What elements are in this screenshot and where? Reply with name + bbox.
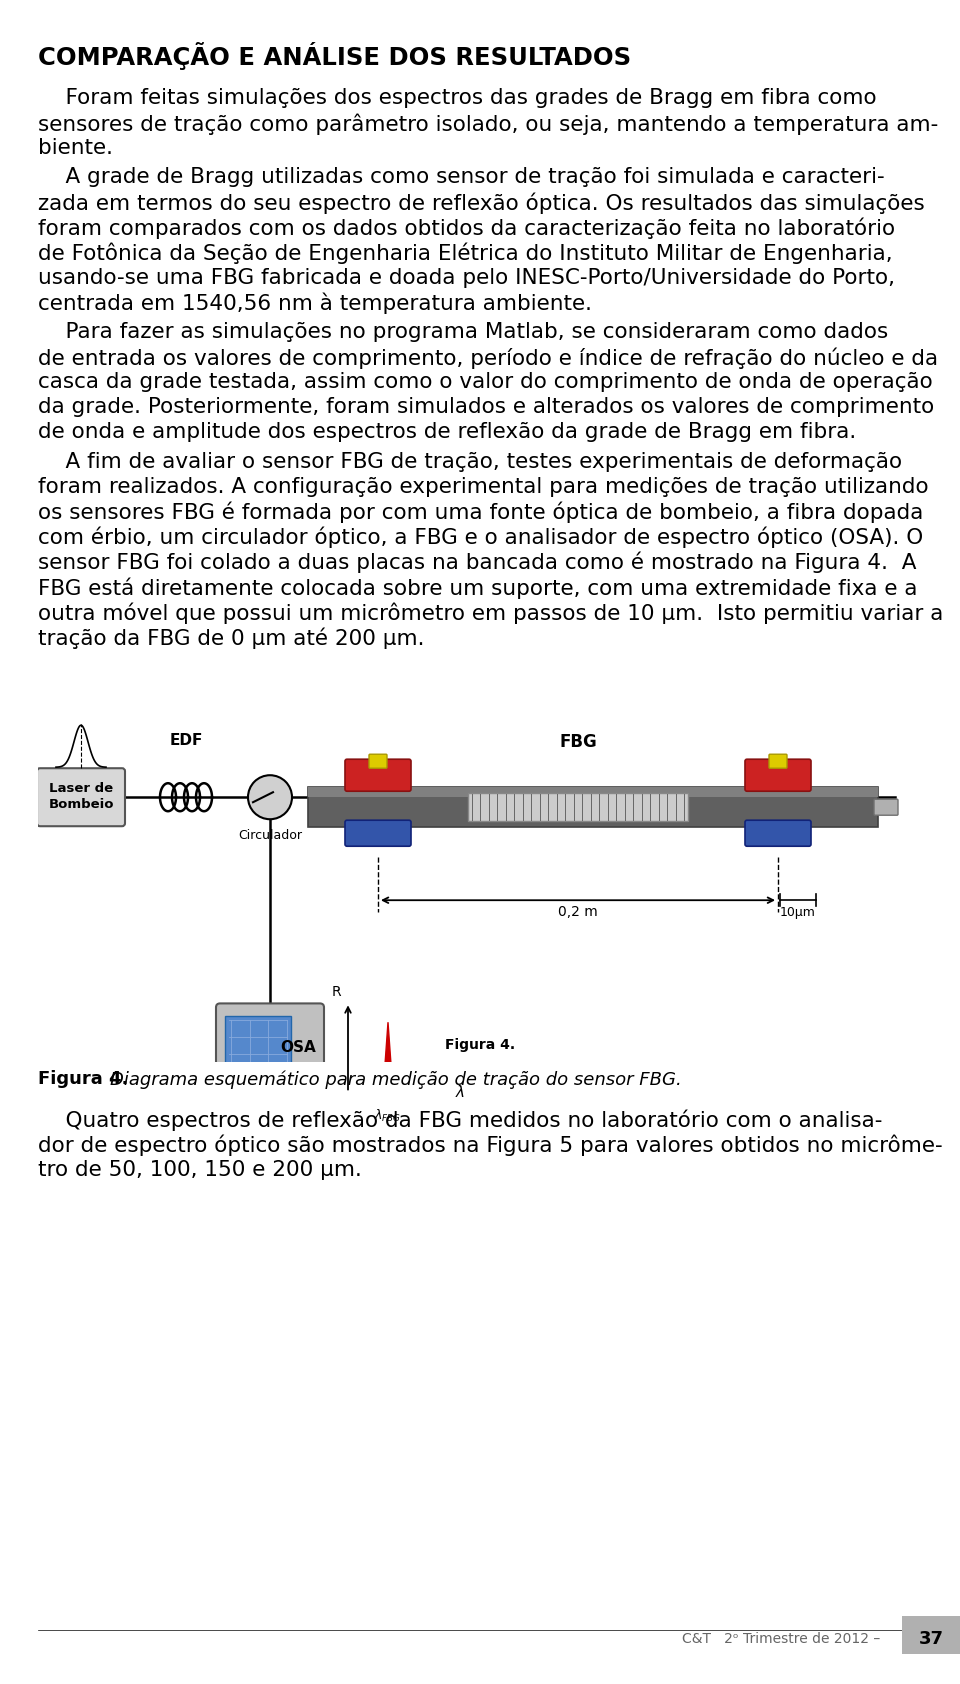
Text: de entrada os valores de comprimento, período e índice de refração do núcleo e d: de entrada os valores de comprimento, pe… (38, 347, 938, 369)
Circle shape (248, 775, 292, 818)
FancyBboxPatch shape (902, 1617, 960, 1654)
Text: outra móvel que possui um micrômetro em passos de 10 μm.  Isto permitiu variar a: outra móvel que possui um micrômetro em … (38, 603, 944, 623)
Text: de Fotônica da Seção de Engenharia Elétrica do Instituto Militar de Engenharia,: de Fotônica da Seção de Engenharia Elétr… (38, 242, 893, 264)
Text: de onda e amplitude dos espectros de reflexão da grade de Bragg em fibra.: de onda e amplitude dos espectros de ref… (38, 423, 856, 443)
FancyBboxPatch shape (308, 786, 878, 797)
Text: FBG está diretamente colocada sobre um suporte, com uma extremidade fixa e a: FBG está diretamente colocada sobre um s… (38, 578, 918, 598)
Text: centrada em 1540,56 nm à temperatura ambiente.: centrada em 1540,56 nm à temperatura amb… (38, 293, 592, 315)
Text: 10μm: 10μm (780, 906, 816, 919)
Text: foram comparados com os dados obtidos da caracterização feita no laboratório: foram comparados com os dados obtidos da… (38, 217, 895, 239)
Text: da grade. Posteriormente, foram simulados e alterados os valores de comprimento: da grade. Posteriormente, foram simulado… (38, 397, 934, 418)
Text: R: R (331, 985, 341, 999)
Text: Bombeio: Bombeio (48, 798, 113, 810)
Text: EDF: EDF (169, 733, 203, 748)
Text: COMPARAÇÃO E ANÁLISE DOS RESULTADOS: COMPARAÇÃO E ANÁLISE DOS RESULTADOS (38, 42, 631, 71)
Text: tração da FBG de 0 μm até 200 μm.: tração da FBG de 0 μm até 200 μm. (38, 628, 424, 648)
Text: Laser de: Laser de (49, 781, 113, 795)
FancyBboxPatch shape (745, 820, 811, 847)
Text: zada em termos do seu espectro de reflexão óptica. Os resultados das simulações: zada em termos do seu espectro de reflex… (38, 192, 924, 214)
Text: sensor FBG foi colado a duas placas na bancada como é mostrado na Figura 4.  A: sensor FBG foi colado a duas placas na b… (38, 552, 917, 574)
Text: λ: λ (456, 1084, 465, 1100)
FancyBboxPatch shape (225, 1017, 291, 1076)
Polygon shape (383, 1022, 393, 1093)
Text: foram realizados. A configuração experimental para medições de tração utilizando: foram realizados. A configuração experim… (38, 477, 928, 497)
Text: Figura 4.: Figura 4. (38, 1071, 129, 1088)
Text: casca da grade testada, assim como o valor do comprimento de onda de operação: casca da grade testada, assim como o val… (38, 372, 933, 392)
FancyBboxPatch shape (216, 1004, 324, 1091)
Text: usando-se uma FBG fabricada e doada pelo INESC-Porto/Universidade do Porto,: usando-se uma FBG fabricada e doada pelo… (38, 268, 895, 288)
Text: 0,2 m: 0,2 m (558, 906, 598, 919)
Text: A grade de Bragg utilizadas como sensor de tração foi simulada e caracteri-: A grade de Bragg utilizadas como sensor … (38, 167, 884, 187)
Text: Diagrama esquemático para medição de tração do sensor FBG.: Diagrama esquemático para medição de tra… (110, 1071, 682, 1090)
FancyBboxPatch shape (345, 759, 411, 791)
Text: FBG: FBG (559, 733, 597, 751)
Text: Circulador: Circulador (238, 829, 302, 842)
FancyBboxPatch shape (37, 768, 125, 827)
Text: Foram feitas simulações dos espectros das grades de Bragg em fibra como: Foram feitas simulações dos espectros da… (38, 88, 876, 108)
Text: C&T   2ᵒ Trimestre de 2012 –: C&T 2ᵒ Trimestre de 2012 – (682, 1632, 880, 1645)
Text: Para fazer as simulações no programa Matlab, se consideraram como dados: Para fazer as simulações no programa Mat… (38, 322, 888, 342)
Text: Figura 4.: Figura 4. (444, 1039, 516, 1052)
Text: tro de 50, 100, 150 e 200 μm.: tro de 50, 100, 150 e 200 μm. (38, 1160, 362, 1180)
Text: dor de espectro óptico são mostrados na Figura 5 para valores obtidos no micrôme: dor de espectro óptico são mostrados na … (38, 1135, 943, 1157)
Text: biente.: biente. (38, 138, 113, 158)
Text: sensores de tração como parâmetro isolado, ou seja, mantendo a temperatura am-: sensores de tração como parâmetro isolad… (38, 113, 938, 135)
FancyBboxPatch shape (874, 800, 898, 815)
FancyBboxPatch shape (745, 759, 811, 791)
FancyBboxPatch shape (468, 793, 688, 822)
Text: OSA: OSA (280, 1041, 316, 1054)
FancyBboxPatch shape (308, 786, 878, 827)
FancyBboxPatch shape (345, 820, 411, 847)
Text: com érbio, um circulador óptico, a FBG e o analisador de espectro óptico (OSA). : com érbio, um circulador óptico, a FBG e… (38, 527, 924, 549)
Text: 37: 37 (919, 1630, 944, 1649)
Text: Quatro espectros de reflexão da FBG medidos no laboratório com o analisa-: Quatro espectros de reflexão da FBG medi… (38, 1110, 882, 1132)
Text: A fim de avaliar o sensor FBG de tração, testes experimentais de deformação: A fim de avaliar o sensor FBG de tração,… (38, 451, 902, 472)
FancyBboxPatch shape (769, 754, 787, 768)
Text: os sensores FBG é formada por com uma fonte óptica de bombeio, a fibra dopada: os sensores FBG é formada por com uma fo… (38, 502, 924, 524)
FancyBboxPatch shape (369, 754, 387, 768)
Text: $\lambda_{FBG}$: $\lambda_{FBG}$ (374, 1108, 401, 1123)
